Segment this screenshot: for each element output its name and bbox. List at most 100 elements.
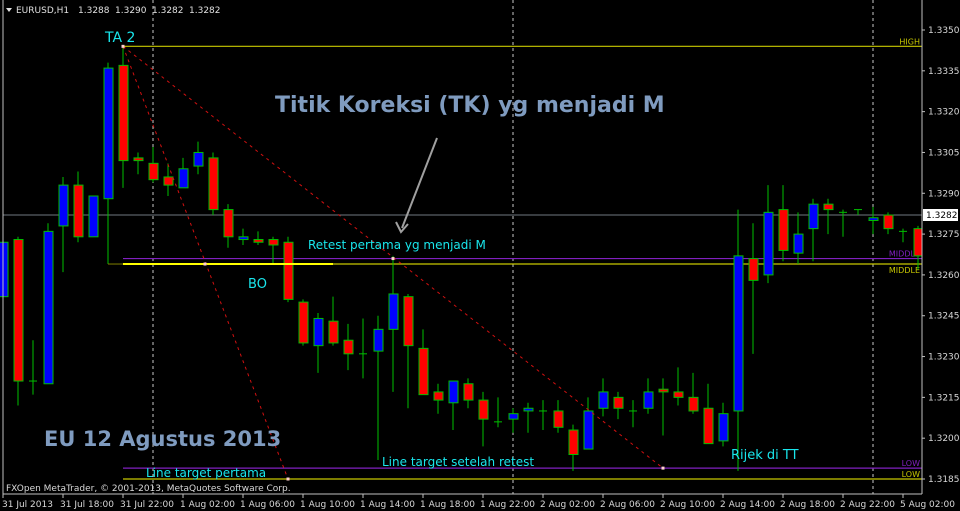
candle-body <box>808 203 819 230</box>
drawn-objects[interactable] <box>108 44 665 481</box>
candle <box>629 400 637 428</box>
x-tick-label: 1 Aug 02:00 <box>180 500 235 510</box>
candle-body <box>508 413 519 420</box>
y-tick-label: 1.3260 <box>928 271 960 281</box>
label-eu-date[interactable]: EU 12 Agustus 2013 <box>44 427 281 451</box>
candle-body <box>763 211 774 276</box>
label-ta2[interactable]: TA 2 <box>104 30 135 46</box>
level-label: LOW <box>902 459 920 468</box>
level-lines: HIGH MIDDLE MIDDLE LOW LOW <box>123 37 922 480</box>
candle <box>868 206 879 235</box>
candle-body <box>748 258 759 281</box>
candle-body <box>418 347 429 396</box>
candle-body <box>823 203 834 211</box>
candle <box>73 171 84 243</box>
label-rijek[interactable]: Rijek di TT <box>731 448 799 463</box>
candle <box>658 378 669 436</box>
candle <box>854 209 862 216</box>
candle-body <box>583 410 594 450</box>
candle-body <box>118 64 129 162</box>
candle <box>539 400 547 431</box>
price-axis[interactable]: 1.3350 1.3335 1.3320 1.3305 1.3290 1.3275 1.32… <box>922 26 960 485</box>
label-line-target-first[interactable]: Line target pertama <box>146 466 266 480</box>
candle-body <box>283 241 294 300</box>
candle <box>598 378 609 417</box>
anchor-point[interactable] <box>661 466 665 470</box>
candle <box>118 46 129 188</box>
candle <box>553 400 564 433</box>
candle <box>613 391 624 420</box>
candle <box>103 62 114 265</box>
anchor-point[interactable] <box>203 262 207 266</box>
label-bo[interactable]: BO <box>248 277 267 292</box>
label-retest[interactable]: Retest pertama yg menjadi M <box>308 238 486 252</box>
y-tick-label: 1.3335 <box>928 67 960 77</box>
candle <box>808 198 819 262</box>
label-line-target-retest[interactable]: Line target setelah retest <box>382 455 534 469</box>
candle <box>359 318 367 379</box>
trendline-retest-target[interactable] <box>122 45 664 469</box>
candle <box>478 391 489 447</box>
candle <box>673 367 684 406</box>
candle-body <box>58 184 69 227</box>
candle-body <box>523 407 534 412</box>
candle <box>268 236 279 265</box>
candle-body <box>133 157 144 162</box>
candle <box>29 340 37 395</box>
x-tick-label: 2 Aug 06:00 <box>600 500 655 510</box>
x-tick-label: 1 Aug 14:00 <box>360 500 415 510</box>
current-price-tag <box>923 209 958 221</box>
time-axis[interactable]: 31 Jul 2013 31 Jul 18:00 31 Jul 22:00 1 Aug… <box>2 494 955 510</box>
candle <box>643 378 654 414</box>
candle-body <box>223 209 234 238</box>
y-tick-label: 1.3245 <box>928 312 960 322</box>
candle-body <box>13 239 24 382</box>
level-label: MIDDLE <box>889 266 920 275</box>
candle-body <box>673 391 684 398</box>
anchor-point[interactable] <box>286 477 290 481</box>
candle-body <box>778 209 789 251</box>
candle <box>883 212 894 235</box>
candle <box>283 236 294 303</box>
candle <box>238 228 249 245</box>
candle <box>494 397 502 428</box>
candle <box>343 323 354 371</box>
x-tick-label: 31 Jul 18:00 <box>60 500 114 510</box>
x-tick-label: 31 Jul 22:00 <box>120 500 174 510</box>
candle <box>0 236 9 300</box>
candle <box>688 372 699 414</box>
y-tick-label: 1.3290 <box>928 189 960 199</box>
x-tick-label: 1 Aug 22:00 <box>480 500 535 510</box>
candle-body <box>178 168 189 189</box>
candle <box>508 408 519 433</box>
candle <box>718 402 729 447</box>
candle <box>748 223 759 354</box>
anchor-point[interactable] <box>121 44 125 48</box>
candle-body <box>703 407 714 445</box>
y-tick-label: 1.3320 <box>928 108 960 118</box>
candle <box>313 313 324 373</box>
label-tk-title[interactable]: Titik Koreksi (TK) yg menjadi M <box>275 93 665 118</box>
candle-body <box>733 255 744 412</box>
candle <box>463 378 474 409</box>
collapse-triangle-icon[interactable] <box>6 8 12 12</box>
candle-body <box>883 214 894 230</box>
level-label: MIDDLE <box>889 250 920 259</box>
candle-body <box>718 413 729 442</box>
candle-body <box>688 396 699 412</box>
candle-body <box>88 195 99 238</box>
candle-body <box>568 429 579 456</box>
candle <box>193 141 204 175</box>
candle-body <box>403 296 414 347</box>
arrow-line[interactable] <box>401 137 438 229</box>
candle <box>763 185 774 284</box>
candle <box>793 212 804 265</box>
y-tick-label: 1.3185 <box>928 475 960 485</box>
candle-body <box>868 217 879 221</box>
x-tick-label: 5 Aug 02:00 <box>900 500 955 510</box>
candle-body <box>163 176 174 186</box>
x-tick-label: 2 Aug 14:00 <box>720 500 775 510</box>
anchor-point[interactable] <box>391 257 395 261</box>
